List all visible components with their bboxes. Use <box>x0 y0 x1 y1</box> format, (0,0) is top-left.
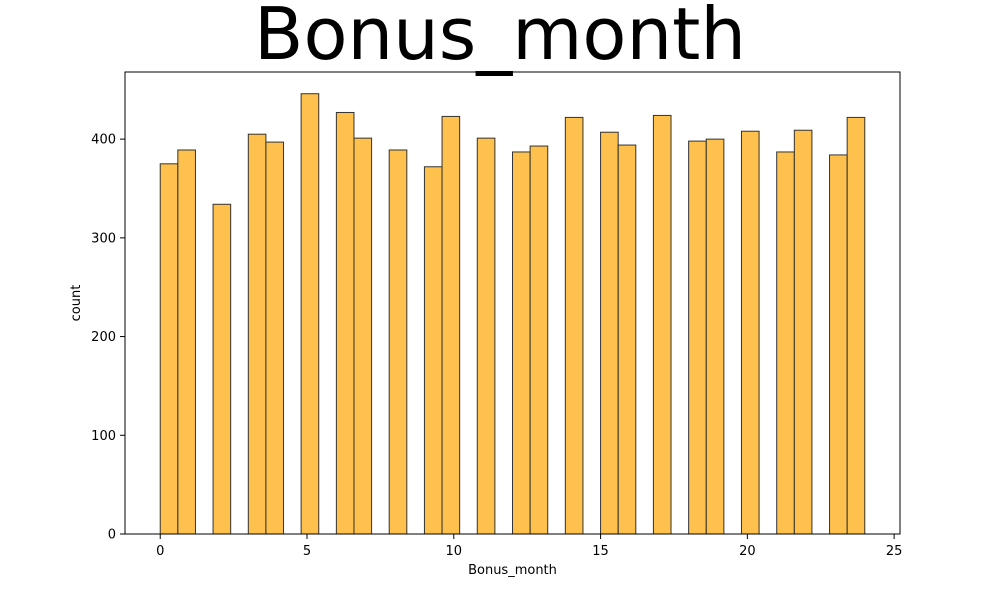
bars-group <box>159 93 866 535</box>
x-tick-label: 15 <box>592 544 609 559</box>
bar-16 <box>617 144 637 535</box>
bar-21 <box>776 151 795 535</box>
bar-2 <box>212 203 232 535</box>
y-tick-label: 200 <box>91 330 116 345</box>
x-tick-label: 25 <box>886 544 903 559</box>
bar-14 <box>564 116 584 535</box>
x-axis-ticks: 0 5 10 15 20 25 <box>156 534 902 559</box>
bar-8 <box>388 149 408 535</box>
bar-9 <box>423 166 443 535</box>
x-tick-label: 0 <box>156 544 164 559</box>
bar-5 <box>300 93 320 535</box>
bar-3 <box>247 133 267 535</box>
y-axis-label: count <box>69 285 84 322</box>
bar-15 <box>600 131 619 535</box>
y-tick-label: 100 <box>91 429 116 444</box>
bar-13 <box>529 145 549 535</box>
bar-17 <box>652 114 672 535</box>
chart-title: Bonus_month <box>254 0 746 76</box>
bar-24 <box>846 116 866 535</box>
x-axis-label: Bonus_month <box>468 563 557 578</box>
x-tick-label: 5 <box>303 544 311 559</box>
bar-4 <box>265 141 285 535</box>
bar-20 <box>740 130 760 535</box>
plot-frame <box>124 71 901 535</box>
bar-10 <box>441 115 461 535</box>
bar-22 <box>793 129 813 535</box>
bar-6 <box>335 111 355 535</box>
bar-12 <box>512 151 531 535</box>
bar-11 <box>476 137 496 535</box>
y-tick-label: 300 <box>91 231 116 246</box>
bar-18 <box>688 140 707 535</box>
bar-7 <box>353 137 373 535</box>
y-axis-ticks: 0 100 200 300 400 <box>91 133 125 543</box>
x-tick-label: 10 <box>446 544 463 559</box>
y-tick-label: 400 <box>91 133 116 148</box>
y-tick-label: 0 <box>108 528 116 543</box>
bar-1 <box>177 149 196 535</box>
bar-23 <box>829 154 848 535</box>
bar-19 <box>705 138 725 535</box>
x-tick-label: 20 <box>739 544 756 559</box>
bar-0 <box>159 163 179 535</box>
